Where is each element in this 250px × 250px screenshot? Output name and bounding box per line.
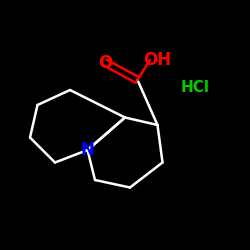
Text: N: N — [80, 141, 94, 159]
Text: OH: OH — [144, 51, 172, 69]
Text: O: O — [98, 54, 112, 72]
Text: HCl: HCl — [180, 80, 210, 95]
